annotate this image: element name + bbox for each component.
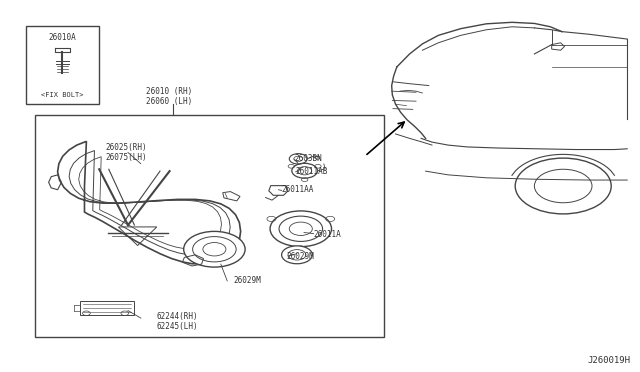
Text: 26025(RH)
26075(LH): 26025(RH) 26075(LH) — [106, 143, 147, 162]
Bar — [35, 115, 384, 337]
Polygon shape — [58, 141, 241, 264]
Polygon shape — [552, 43, 564, 50]
Bar — [26, 26, 99, 104]
Text: 62244(RH)
62245(LH): 62244(RH) 62245(LH) — [157, 312, 198, 331]
Text: <FIX BOLT>: <FIX BOLT> — [41, 92, 84, 98]
Bar — [80, 301, 134, 315]
Text: 26029M: 26029M — [234, 276, 261, 285]
Text: 26011AB: 26011AB — [296, 167, 328, 176]
Circle shape — [282, 246, 312, 264]
Text: 26029M: 26029M — [287, 252, 314, 261]
Text: 26010 (RH)
26060 (LH): 26010 (RH) 26060 (LH) — [147, 87, 193, 106]
Text: 2603BN: 2603BN — [294, 154, 322, 163]
Text: 26010A: 26010A — [49, 33, 76, 42]
Circle shape — [184, 231, 245, 267]
Text: 26011A: 26011A — [314, 230, 341, 239]
Circle shape — [515, 158, 611, 214]
Text: 26011AA: 26011AA — [282, 185, 314, 194]
Circle shape — [270, 211, 332, 247]
Text: J260019H: J260019H — [588, 356, 630, 365]
